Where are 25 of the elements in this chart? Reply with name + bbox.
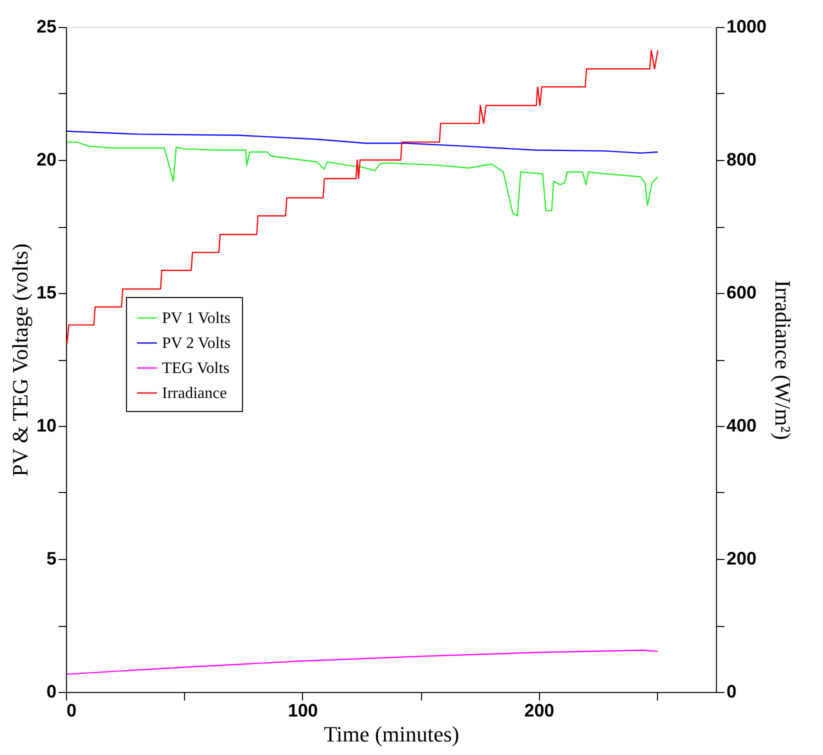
line-series <box>66 130 658 154</box>
x-tick-label: 200 <box>524 700 554 720</box>
y2-tick-label: 800 <box>726 150 757 170</box>
legend-label: Irradiance <box>162 385 227 402</box>
line-series <box>66 142 658 216</box>
y-axis-title: PV & TEG Voltage (volts) <box>7 243 32 477</box>
y2-tick-label: 1000 <box>726 16 767 36</box>
legend-label: TEG Volts <box>162 360 230 377</box>
y-tick-label: 5 <box>46 548 56 568</box>
x-tick-label: 0 <box>66 700 77 720</box>
y2-tick-label: 0 <box>726 682 737 702</box>
legend-label: PV 1 Volts <box>162 310 230 327</box>
legend-label: PV 2 Volts <box>162 335 230 352</box>
y2-tick-label: 400 <box>726 416 757 436</box>
x-tick-label: 100 <box>288 700 318 720</box>
y2-tick-label: 600 <box>726 282 757 302</box>
y-tick-label: 25 <box>36 16 56 36</box>
y2-axis-title: Irradiance (W/m²) <box>770 280 796 440</box>
x-axis-title: Time (minutes) <box>324 722 460 746</box>
y-tick-label: 20 <box>36 150 56 170</box>
y-tick-label: 0 <box>46 682 56 702</box>
y-tick-label: 10 <box>36 416 56 436</box>
line-series <box>66 650 658 675</box>
y-tick-label: 15 <box>36 282 56 302</box>
y2-tick-label: 200 <box>726 548 757 568</box>
